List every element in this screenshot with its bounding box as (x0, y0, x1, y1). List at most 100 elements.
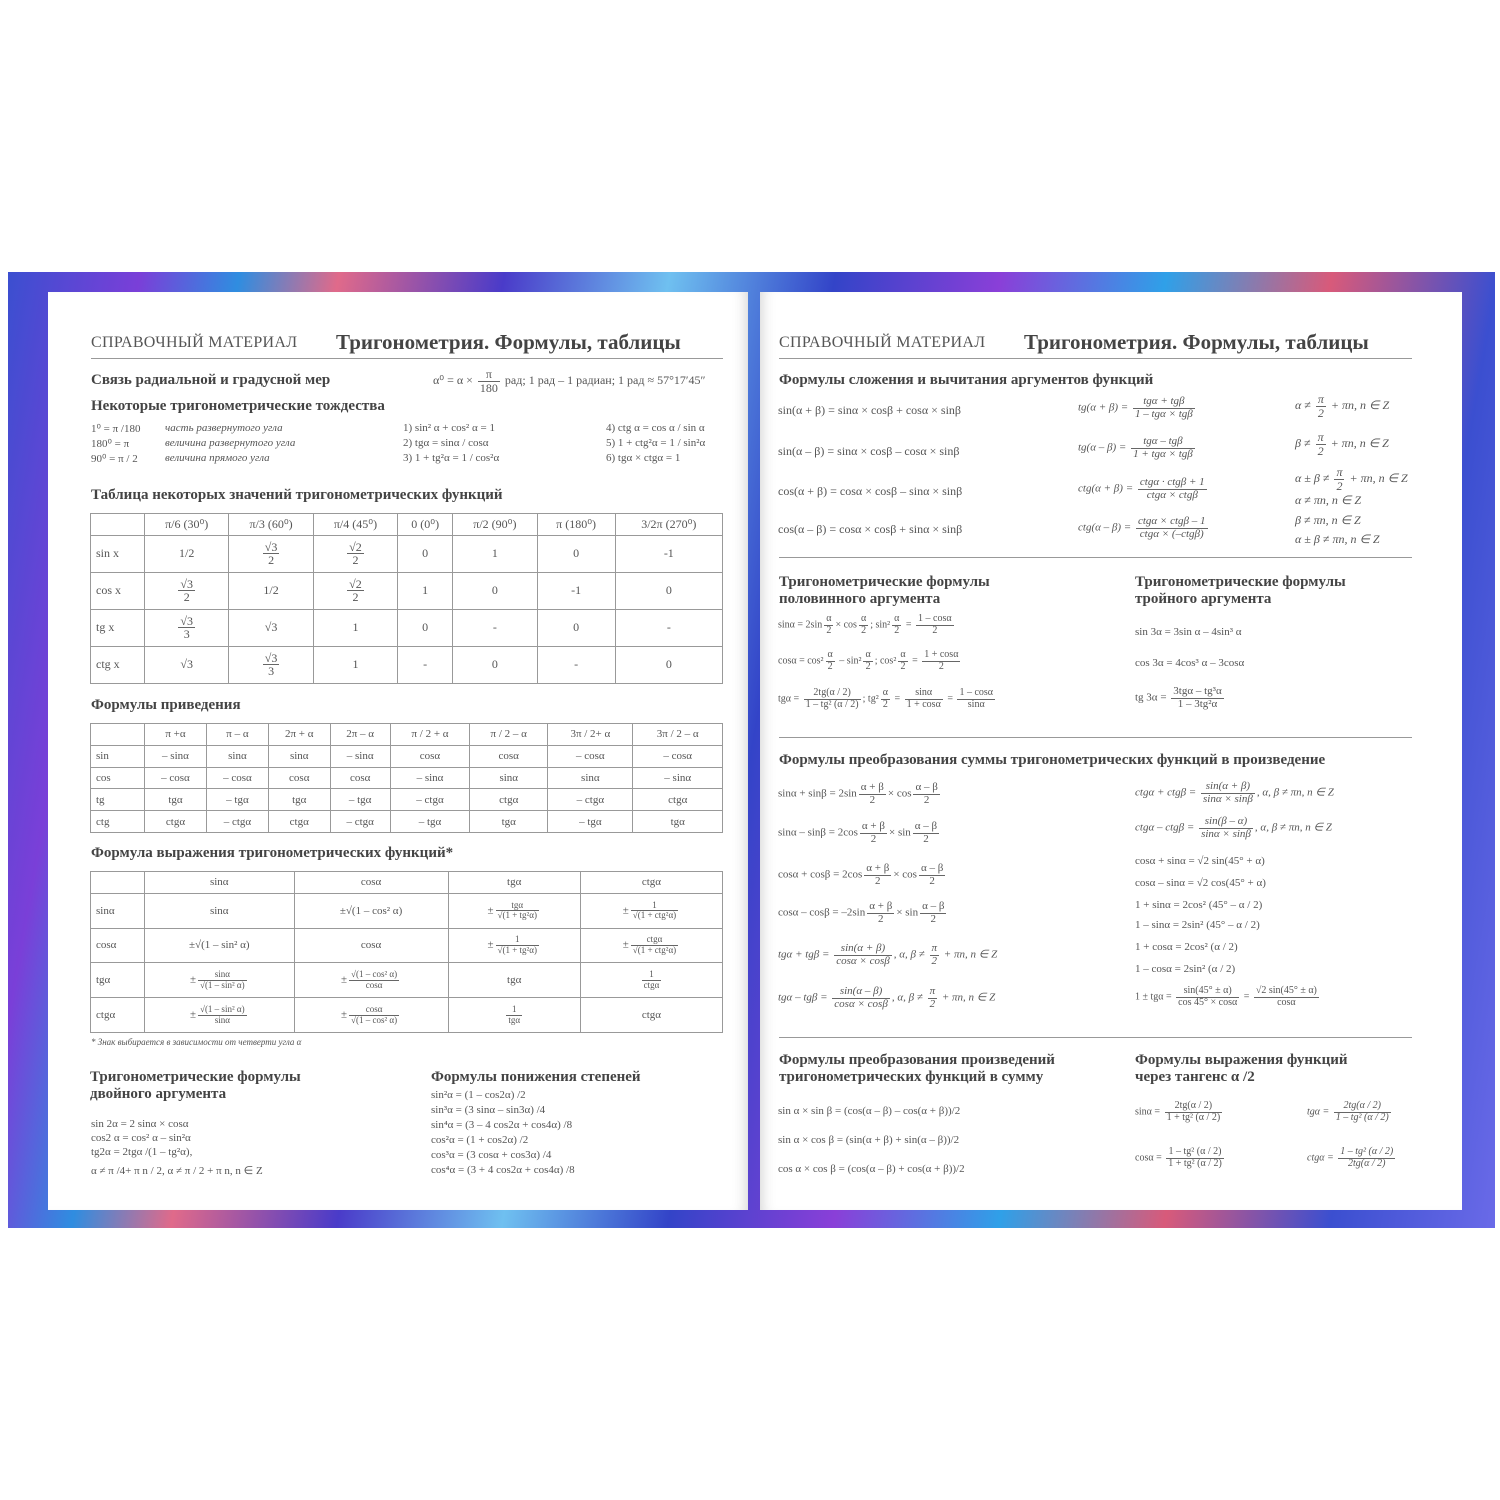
formula: ctg(α – β) = ctgα × ctgβ – 1 ctgα × (–ctg… (1078, 515, 1210, 540)
formula-text: cosα – sinα = √2 cos(45° + α) (1135, 877, 1266, 889)
numerator: 1 + cosα (922, 649, 961, 662)
numerator: π (1334, 465, 1345, 480)
denominator: cos 45° × cosα (1178, 996, 1238, 1008)
formula: 1 – cosα = 2sin² (α / 2) (1135, 963, 1235, 975)
numerator: π (927, 985, 938, 999)
numerator: cosα (349, 1004, 400, 1016)
denominator: 2 (923, 832, 929, 845)
table-cell: – ctgα (205, 810, 269, 833)
formula-text: × sin (896, 906, 919, 919)
table-row: tg x √3 3 √3 1 0-0- (90, 608, 724, 647)
formula: sin⁴α = (3 – 4 cos2α + cos4α) /8 (431, 1119, 573, 1131)
formula: ctgα – ctgβ = sin(β – α) sinα × sinβ, α, … (1135, 815, 1332, 840)
numerator: α (824, 613, 834, 626)
denominator: 1 – tg² (α / 2) (805, 698, 859, 710)
denominator: 1 + tgα × tgβ (1133, 447, 1193, 460)
fraction: √2 sin(45° ± α) cosα (1253, 985, 1319, 1008)
formula-text: ; tg² (862, 693, 879, 705)
formula-text: tgα (501, 815, 516, 828)
formula: tgα = 2tg(α / 2) 1 – tg² (α / 2); tg² α 2 =… (778, 687, 997, 710)
table-cell: ± √(1 – cos² α) cosα (293, 962, 449, 999)
denominator: 2 (938, 660, 944, 672)
row-header: cos (90, 766, 145, 790)
fraction: 1 – tg² (α / 2) 2tg(α / 2) (1338, 1146, 1396, 1169)
row-header: ctg x (90, 645, 145, 685)
denominator: sinα (214, 1014, 230, 1025)
formula: sin(α + β) = sinα × cosβ + cosα × sinβ (778, 403, 961, 418)
table-cell: – tgα (205, 788, 269, 812)
formula-text: √3 (180, 657, 193, 672)
formula: α ≠ π /4+ π n / 2, α ≠ π / 2 + π n, n ∈ … (91, 1165, 263, 1177)
formula-text: - (574, 657, 579, 672)
identity: 5) 1 + ctg²α = 1 / sin²α (606, 437, 706, 449)
formula: β ≠ πn, n ∈ Z (1295, 513, 1361, 528)
table-cell: – tgα (547, 810, 634, 833)
numerator: α + β (858, 781, 886, 795)
section-label: СПРАВОЧНЫЙ МАТЕРИАЛ (91, 334, 298, 351)
denominator: √(1 + ctg²α) (632, 944, 677, 955)
formula: α ± β ≠ πn, n ∈ Z (1295, 532, 1380, 547)
formula-text: cos x (96, 583, 121, 598)
numerator: 1 (630, 900, 679, 912)
formula-text: – ctgα (223, 815, 252, 828)
formula-text: α ± β ≠ (1295, 470, 1333, 485)
numerator: √2 (347, 539, 364, 555)
formula-text: – tgα (226, 793, 249, 806)
numerator: √2 (347, 576, 364, 592)
denominator: 2 (923, 793, 930, 806)
denominator: sinα × sinβ (1201, 827, 1251, 840)
table-cell: ± cosα √(1 – cos² α) (293, 997, 449, 1033)
denominator: 180 (479, 380, 498, 395)
table-cell: – sinα (389, 766, 471, 790)
half-title: половинного аргумента (779, 591, 941, 607)
formula-text: sinα (499, 771, 519, 784)
formula-text: sinα (209, 904, 229, 917)
formula-text: ctgα = (1307, 1152, 1337, 1164)
numerator: α + β (867, 900, 895, 914)
table-cell: – cosα (205, 766, 269, 790)
table-cell: 1 tgα (447, 997, 581, 1033)
fraction: sin(α + β) cosα × cosβ (834, 942, 892, 967)
radian-formula: α⁰ = α × π 180 рад; 1 рад – 1 радиан; 1 р… (433, 368, 706, 394)
formula-text: × cos (887, 787, 912, 800)
formula-text: -1 (663, 546, 674, 561)
column-header: π/2 (90⁰) (452, 513, 538, 536)
numerator: sin(α + β) (834, 942, 892, 956)
formula-text: sin(α + β) = sinα × cosβ + cosα × sinβ (778, 403, 962, 417)
formula-text: sinα (228, 750, 247, 763)
numerator: 2tg(α / 2) (1333, 1100, 1391, 1113)
numerator: tgα + tgβ (1132, 395, 1195, 409)
table-row: sin – sinα sinα sinα – sinα cosα cosα – cosα – c… (90, 744, 723, 768)
formula: sin 2α = 2 sinα × cosα (91, 1118, 189, 1130)
table-cell: sinα (469, 766, 549, 790)
formula: tg(α + β) = tgα + tgβ 1 – tgα × tgβ (1078, 395, 1197, 420)
formula-text: 0 (665, 657, 672, 672)
formula-text: ± (487, 904, 494, 917)
divider (779, 557, 1412, 558)
table-row: ctgα ± √(1 – sin² α) sinα ± cosα √(1 – cos² α)… (90, 997, 724, 1033)
denominator: 2 (894, 624, 900, 636)
numerator: 3tgα – tg³α (1171, 685, 1224, 699)
table-cell: – ctgα (389, 788, 471, 812)
column-header: cosα (293, 871, 449, 894)
table-cell: ctgα (579, 997, 724, 1033)
column-header: π (180⁰) (536, 513, 616, 536)
denominator: 1 – 3tg²α (1177, 697, 1218, 710)
fraction: 1 – tg² (α / 2) 1 + tg² (α / 2) (1166, 1146, 1224, 1169)
footnote: * Знак выбирается в зависимости от четве… (91, 1037, 302, 1047)
fraction: ctgα √(1 + ctg²α) (630, 935, 679, 955)
table-cell: 1 (452, 534, 538, 573)
formula-text: – sinα (664, 771, 692, 784)
formula-text: – ctgα (416, 793, 444, 806)
formula-text: -1 (571, 583, 582, 598)
table-row: sin x 1/2 √3 2 √2 2 0 1 0 -1 (90, 534, 724, 573)
table-cell: cosα (329, 766, 391, 790)
